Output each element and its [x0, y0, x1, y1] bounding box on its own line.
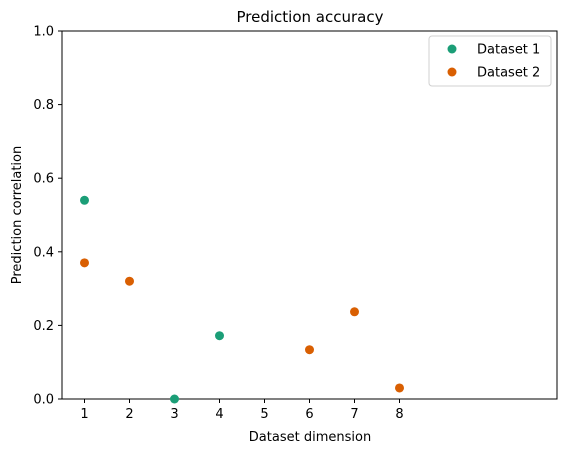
data-point-series-2 — [350, 307, 359, 317]
y-tick-label: 1.0 — [33, 25, 54, 40]
x-tick-label: 4 — [215, 407, 223, 422]
y-tick-label: 0.4 — [33, 245, 54, 260]
x-axis-label: Dataset dimension — [249, 430, 371, 445]
data-point-series-1 — [80, 195, 89, 205]
data-point-series-1 — [215, 331, 224, 341]
x-tick-label: 3 — [170, 407, 178, 422]
y-tick-label: 0.2 — [33, 319, 54, 334]
y-axis: 0.0 0.2 0.4 0.6 0.8 1.0 — [33, 25, 62, 408]
y-tick-label: 0.8 — [33, 98, 54, 113]
x-tick-label: 1 — [80, 407, 88, 422]
x-tick-label: 5 — [260, 407, 268, 422]
x-tick-label: 6 — [305, 407, 313, 422]
data-point-series-1 — [170, 394, 179, 404]
legend-frame — [428, 35, 552, 87]
y-axis-label: Prediction correlation — [10, 146, 25, 284]
data-point-series-2 — [305, 345, 314, 355]
x-tick-label: 2 — [125, 407, 133, 422]
y-tick-label: 0.0 — [33, 393, 54, 408]
y-tick-label: 0.6 — [33, 172, 54, 187]
data-point-series-2 — [80, 258, 89, 268]
data-points — [80, 195, 404, 404]
legend: Dataset 1 Dataset 2 — [428, 35, 552, 87]
x-tick-label: 7 — [350, 407, 358, 422]
chart-title: Prediction accuracy — [237, 8, 384, 26]
data-point-series-2 — [125, 276, 134, 286]
x-tick-label: 8 — [395, 407, 403, 422]
legend-label: Dataset 2 — [477, 66, 540, 81]
legend-marker — [447, 67, 457, 77]
data-point-series-2 — [395, 383, 404, 393]
x-axis: 1 2 3 4 5 6 7 8 — [80, 399, 404, 422]
legend-marker — [447, 44, 457, 54]
legend-label: Dataset 1 — [477, 43, 540, 58]
